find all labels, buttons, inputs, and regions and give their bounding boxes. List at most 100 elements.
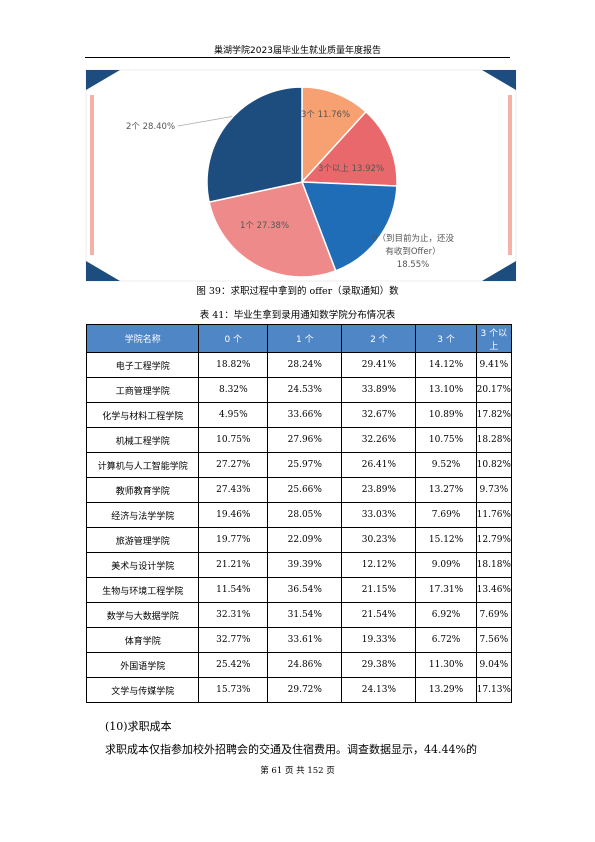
table-cell: 18.82% bbox=[198, 352, 269, 378]
table-cell: 22.09% bbox=[267, 527, 343, 553]
label-value: 28.40% bbox=[142, 122, 176, 132]
label-category: 2个 bbox=[126, 122, 140, 132]
header-cell: 0 个 bbox=[198, 324, 269, 353]
table-row: 计算机与人工智能学院 27.27% 25.97% 26.41% 9.52% 10.82% bbox=[85, 452, 513, 478]
header-rule bbox=[85, 57, 510, 58]
table-cell: 23.89% bbox=[341, 477, 417, 503]
table-row: 生物与环境工程学院 11.54% 36.54% 21.15% 17.31% 13.46% bbox=[85, 577, 513, 603]
table-row: 工商管理学院 8.32% 24.53% 33.89% 13.10% 20.17% bbox=[85, 377, 513, 403]
table-cell: 39.39% bbox=[267, 552, 343, 578]
table-cell: 32.77% bbox=[198, 627, 269, 653]
table-cell: 25.42% bbox=[198, 652, 269, 678]
table-cell: 24.53% bbox=[267, 377, 343, 403]
table-cell: 文学与传媒学院 bbox=[85, 677, 200, 703]
table-cell: 9.04% bbox=[475, 652, 513, 678]
table-cell: 电子工程学院 bbox=[85, 352, 200, 378]
table-cell: 10.75% bbox=[198, 427, 269, 453]
table-cell: 11.54% bbox=[198, 577, 269, 603]
table-cell: 33.61% bbox=[267, 627, 343, 653]
label-category: 1个 bbox=[240, 221, 254, 231]
table-cell: 13.10% bbox=[415, 377, 477, 403]
pie-slice bbox=[206, 86, 303, 204]
table-cell: 19.33% bbox=[341, 627, 417, 653]
table-cell: 生物与环境工程学院 bbox=[85, 577, 200, 603]
table-cell: 机械工程学院 bbox=[85, 427, 200, 453]
paragraph: 求职成本仅指参加校外招聘会的交通及住宿费用。调查数据显示，44.44%的 bbox=[105, 743, 477, 756]
table-cell: 10.89% bbox=[415, 402, 477, 428]
table-cell: 外国语学院 bbox=[85, 652, 200, 678]
header-cell: 3 个以上 bbox=[475, 324, 513, 353]
label-category: 3个 bbox=[301, 110, 315, 120]
table-cell: 29.72% bbox=[267, 677, 343, 703]
table-cell: 25.97% bbox=[267, 452, 343, 478]
table-cell: 教师教育学院 bbox=[85, 477, 200, 503]
label-value: 27.38% bbox=[256, 221, 290, 231]
table-cell: 7.56% bbox=[475, 627, 513, 653]
table-cell: 27.96% bbox=[267, 427, 343, 453]
table-row: 数学与大数据学院 32.31% 31.54% 21.54% 6.92% 7.69% bbox=[85, 602, 513, 628]
table-cell: 19.46% bbox=[198, 502, 269, 528]
table-cell: 6.72% bbox=[415, 627, 477, 653]
table-row: 机械工程学院 10.75% 27.96% 32.26% 10.75% 18.28% bbox=[85, 427, 513, 453]
table-cell: 11.30% bbox=[415, 652, 477, 678]
table-cell: 24.13% bbox=[341, 677, 417, 703]
label-value: 13.92% bbox=[351, 164, 385, 174]
table-row: 文学与传媒学院 15.73% 29.72% 24.13% 13.29% 17.13% bbox=[85, 677, 513, 703]
table-cell: 36.54% bbox=[267, 577, 343, 603]
table-cell: 9.52% bbox=[415, 452, 477, 478]
table-row: 美术与设计学院 21.21% 39.39% 12.12% 9.09% 18.18% bbox=[85, 552, 513, 578]
table-cell: 21.54% bbox=[341, 602, 417, 628]
table-cell: 7.69% bbox=[415, 502, 477, 528]
table-cell: 化学与材料工程学院 bbox=[85, 402, 200, 428]
table-cell: 17.82% bbox=[475, 402, 513, 428]
table-cell: 工商管理学院 bbox=[85, 377, 200, 403]
table-cell: 21.21% bbox=[198, 552, 269, 578]
table-row: 电子工程学院 18.82% 28.24% 29.41% 14.12% 9.41% bbox=[85, 352, 513, 378]
table-row: 外国语学院 25.42% 24.86% 29.38% 11.30% 9.04% bbox=[85, 652, 513, 678]
table-cell: 6.92% bbox=[415, 602, 477, 628]
table-cell: 32.31% bbox=[198, 602, 269, 628]
table-cell: 10.75% bbox=[415, 427, 477, 453]
table-row: 旅游管理学院 19.77% 22.09% 30.23% 15.12% 12.79% bbox=[85, 527, 513, 553]
table-cell: 数学与大数据学院 bbox=[85, 602, 200, 628]
label-value: 11.76% bbox=[317, 110, 351, 120]
label-category: 3个以上 bbox=[318, 164, 349, 174]
table-cell: 20.17% bbox=[475, 377, 513, 403]
table-cell: 旅游管理学院 bbox=[85, 527, 200, 553]
table-row: 经济与法学学院 19.46% 28.05% 33.03% 7.69% 11.76% bbox=[85, 502, 513, 528]
header: 巢湖学院2023届毕业生就业质量年度报告 bbox=[214, 46, 381, 56]
table-cell: 19.77% bbox=[198, 527, 269, 553]
table-cell: 29.38% bbox=[341, 652, 417, 678]
pie-slice bbox=[301, 86, 368, 184]
corner-deco bbox=[482, 70, 516, 90]
pie-slice bbox=[300, 181, 398, 272]
table-cell: 25.66% bbox=[267, 477, 343, 503]
table-cell: 13.29% bbox=[415, 677, 477, 703]
table-cell: 9.41% bbox=[475, 352, 513, 378]
table-cell: 28.05% bbox=[267, 502, 343, 528]
table-cell: 32.67% bbox=[341, 402, 417, 428]
table-cell: 33.66% bbox=[267, 402, 343, 428]
table-cell: 17.31% bbox=[415, 577, 477, 603]
table-cell: 27.27% bbox=[198, 452, 269, 478]
data-label: 3个 11.76% bbox=[301, 108, 350, 120]
pie-slice bbox=[208, 181, 337, 278]
section-title: (10)求职成本 bbox=[105, 720, 172, 733]
table-cell: 26.41% bbox=[341, 452, 417, 478]
header-cell: 3 个 bbox=[415, 324, 477, 353]
side-deco bbox=[508, 95, 512, 255]
table-cell: 29.41% bbox=[341, 352, 417, 378]
table-cell: 10.82% bbox=[475, 452, 513, 478]
table-cell: 9.73% bbox=[475, 477, 513, 503]
table-cell: 17.13% bbox=[475, 677, 513, 703]
table-cell: 15.12% bbox=[415, 527, 477, 553]
table-cell: 8.32% bbox=[198, 377, 269, 403]
label-value: 18.55% bbox=[396, 260, 430, 270]
table-cell: 21.15% bbox=[341, 577, 417, 603]
corner-deco bbox=[86, 70, 120, 90]
table-cell: 经济与法学学院 bbox=[85, 502, 200, 528]
corner-deco bbox=[86, 261, 120, 281]
